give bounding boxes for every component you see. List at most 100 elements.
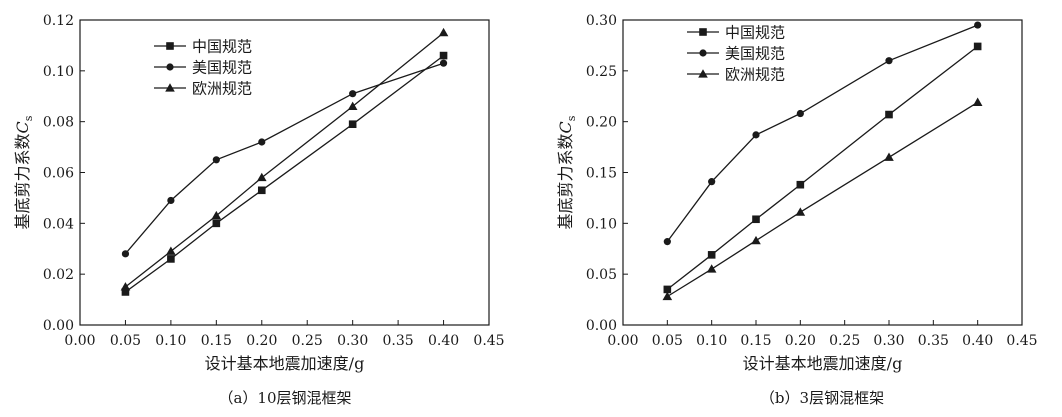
- y-axis-title-subscript: s: [22, 115, 35, 121]
- y-axis-title-text: 基底剪力系数: [13, 133, 32, 229]
- x-tick-label: 0.20: [785, 333, 816, 349]
- y-axis-title: 基底剪力系数Cs: [13, 115, 35, 229]
- legend-entry: 欧洲规范: [687, 66, 785, 84]
- legend-entry: 美国规范: [687, 45, 785, 63]
- series-line: [666, 101, 979, 298]
- data-point: [166, 246, 176, 255]
- y-tick-label: 0.04: [43, 216, 74, 232]
- data-point: [256, 172, 267, 182]
- y-axis-title-symbol: C: [13, 121, 32, 133]
- data-point: [167, 196, 175, 205]
- data-point: [795, 207, 806, 216]
- y-axis-title: 基底剪力系数Cs: [556, 115, 578, 229]
- data-point: [663, 238, 671, 246]
- data-point: [752, 131, 760, 139]
- plot-frame: [622, 19, 1023, 326]
- data-point: [796, 109, 804, 118]
- data-point: [708, 178, 716, 186]
- data-point: [212, 219, 221, 228]
- y-axis-title-subscript: s: [565, 115, 578, 121]
- data-point: [167, 255, 175, 263]
- legend-label: 中国规范: [192, 38, 252, 56]
- legend-label: 欧洲规范: [192, 80, 252, 98]
- y-tick-label: 0.10: [586, 216, 617, 232]
- series-triangle: [120, 27, 449, 291]
- legend-label: 美国规范: [725, 45, 785, 63]
- data-point: [212, 156, 220, 164]
- x-tick-label: 0.20: [246, 333, 277, 349]
- series-circle: [121, 59, 448, 258]
- y-tick-label: 0.06: [43, 166, 74, 182]
- data-point: [973, 42, 982, 51]
- x-tick-label: 0.35: [383, 333, 414, 349]
- legend-marker: [699, 28, 707, 36]
- x-tick-label: 0.30: [873, 333, 904, 349]
- y-tick-label: 0.05: [586, 267, 617, 283]
- series-line: [124, 62, 444, 255]
- x-tick-label: 0.05: [110, 333, 141, 349]
- series-line: [666, 45, 979, 290]
- data-point: [796, 180, 805, 189]
- x-tick-label: 0.45: [1006, 333, 1037, 349]
- data-point: [121, 288, 130, 296]
- y-tick-label: 0.00: [586, 318, 617, 334]
- data-point: [706, 264, 717, 273]
- data-point: [885, 57, 893, 65]
- legend-entry: 中国规范: [154, 38, 252, 56]
- data-point: [707, 251, 716, 259]
- x-tick-label: 0.10: [155, 333, 186, 349]
- data-point: [439, 51, 448, 60]
- legend-marker: [698, 69, 708, 78]
- data-point: [121, 250, 130, 258]
- data-point: [347, 101, 358, 111]
- chart-10-story-frame: 0.00 0.05 0.10 0.15 0.20 0.25 0.30 0.35 0.40 0.45…: [13, 13, 505, 407]
- legend-marker: [699, 49, 707, 57]
- data-point: [258, 138, 266, 146]
- legend-marker: [165, 83, 175, 92]
- x-tick-label: 0.45: [473, 333, 504, 349]
- y-tick-label: 0.30: [586, 13, 617, 29]
- series-line: [124, 32, 445, 288]
- data-point: [438, 27, 449, 37]
- series-square: [663, 42, 982, 294]
- legend-label: 美国规范: [192, 59, 252, 77]
- legend-entry: 中国规范: [687, 24, 785, 42]
- y-axis-title-text: 基底剪力系数: [556, 133, 575, 229]
- legend-label: 欧洲规范: [725, 66, 785, 84]
- y-tick-label: 0.10: [43, 64, 74, 80]
- legend-entry: 美国规范: [154, 59, 252, 77]
- legend-marker: [166, 42, 174, 50]
- x-tick-label: 0.25: [829, 333, 860, 349]
- y-tick-label: 0.00: [43, 318, 74, 334]
- series-circle: [663, 21, 982, 246]
- series-square: [121, 51, 448, 296]
- x-tick-label: 0.40: [962, 333, 993, 349]
- data-point: [885, 110, 893, 119]
- series-line: [125, 55, 444, 293]
- data-point: [974, 21, 982, 29]
- x-tick-label: 0.40: [428, 333, 459, 349]
- figure-caption: （b）3层钢混框架: [760, 389, 884, 407]
- x-tick-label: 0.00: [607, 333, 638, 349]
- x-tick-label: 0.30: [337, 333, 368, 349]
- data-point: [120, 282, 131, 291]
- data-point: [211, 210, 222, 220]
- figure-caption: （a）10层钢混框架: [218, 389, 351, 407]
- x-tick-label: 0.00: [64, 333, 95, 349]
- y-tick-label: 0.12: [43, 13, 74, 29]
- x-axis-title: 设计基本地震加速度/g: [743, 354, 903, 373]
- data-point: [663, 285, 672, 294]
- data-point: [751, 235, 761, 245]
- series-triangle: [662, 97, 983, 301]
- plot-frame: [79, 19, 490, 326]
- y-tick-label: 0.08: [43, 115, 74, 131]
- series-line: [666, 24, 978, 242]
- x-tick-label: 0.10: [696, 333, 727, 349]
- x-tick-label: 0.35: [918, 333, 949, 349]
- y-axis-title-symbol: C: [556, 121, 575, 133]
- x-tick-label: 0.15: [740, 333, 771, 349]
- x-axis-title: 设计基本地震加速度/g: [205, 354, 365, 373]
- y-tick-label: 0.02: [43, 267, 74, 283]
- x-tick-label: 0.15: [201, 333, 232, 349]
